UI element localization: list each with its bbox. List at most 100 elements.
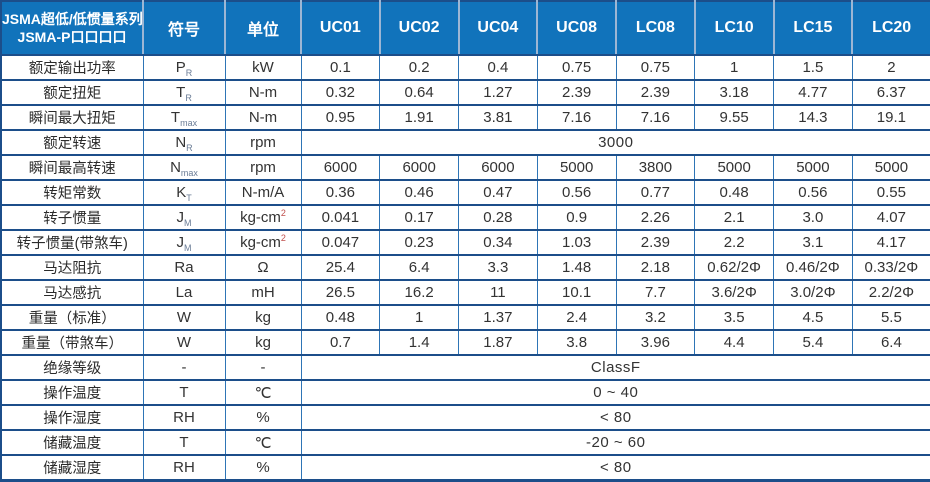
value-cell: 6.37 xyxy=(851,79,930,106)
symbol-main: La xyxy=(175,284,193,301)
value-cell: 25.4 xyxy=(300,254,381,281)
unit-main: ℃ xyxy=(254,434,272,452)
unit-main: N-m/A xyxy=(241,184,285,201)
value-cell: 0.36 xyxy=(300,179,381,206)
value-cell: 0.75 xyxy=(615,54,696,81)
value-cell: 6.4 xyxy=(851,329,930,356)
value-cell: 2.2/2Φ xyxy=(851,279,930,306)
symbol-cell: JM xyxy=(142,229,226,256)
value-cell: 0.047 xyxy=(300,229,381,256)
spec-label: 额定转速 xyxy=(0,129,144,156)
table-row: 额定输出功率 PR kW 0.1 0.2 0.4 0.75 0.75 1 1.5 2 xyxy=(0,54,930,81)
span-value-cell: -20 ~ 60 xyxy=(300,429,930,456)
value-cell: 11 xyxy=(458,279,538,306)
spec-label: 操作湿度 xyxy=(0,404,144,431)
value-cell: 0.34 xyxy=(458,229,538,256)
value-cell: 0.48 xyxy=(300,304,381,331)
symbol-cell: JM xyxy=(142,204,226,231)
value-cell: 0.48 xyxy=(694,179,774,206)
value-cell: 1.03 xyxy=(536,229,617,256)
value-cell: 5000 xyxy=(773,154,853,181)
value-cell: 3.0/2Φ xyxy=(773,279,853,306)
series-title-line2: JSMA-P口口口口 xyxy=(17,29,127,45)
symbol-main: T xyxy=(179,434,189,451)
symbol-main: N xyxy=(175,134,187,151)
value-cell: 3.3 xyxy=(458,254,538,281)
value-cell: 3.6/2Φ xyxy=(694,279,774,306)
unit-cell: kg xyxy=(224,304,302,331)
spec-label: 转子惯量(带煞车) xyxy=(0,229,144,256)
value-cell: 5000 xyxy=(536,154,617,181)
symbol-main: W xyxy=(176,309,192,326)
symbol-cell: Nmax xyxy=(142,154,226,181)
unit-cell: Ω xyxy=(224,254,302,281)
unit-superscript: 2 xyxy=(280,233,286,243)
table-row: 瞬间最高转速 Nmax rpm 6000 6000 6000 5000 3800 5000 500… xyxy=(0,154,930,181)
value-cell: 2.2 xyxy=(694,229,774,256)
value-cell: 3.8 xyxy=(536,329,617,356)
symbol-cell: T xyxy=(142,429,226,456)
table-row: 瞬间最大扭矩 Tmax N-m 0.95 1.91 3.81 7.16 7.16 9.55 14.… xyxy=(0,104,930,131)
series-title: JSMA超低/低惯量系列 JSMA-P口口口口 xyxy=(0,1,143,56)
unit-main: rpm xyxy=(250,159,276,176)
symbol-subscript: M xyxy=(184,218,192,228)
span-value-cell: ClassF xyxy=(300,354,930,381)
symbol-main: J xyxy=(176,234,185,251)
value-cell: 7.16 xyxy=(615,104,696,131)
value-cell: 6000 xyxy=(300,154,381,181)
value-cell: 0.55 xyxy=(851,179,930,206)
value-cell: 5.5 xyxy=(851,304,930,331)
spec-label: 额定输出功率 xyxy=(0,54,144,81)
unit-cell: rpm xyxy=(224,129,302,156)
value-cell: 0.2 xyxy=(379,54,459,81)
model-column-header: UC02 xyxy=(378,1,459,56)
unit-main: kW xyxy=(252,59,274,76)
table-row: 操作温度 T ℃ 0 ~ 40 xyxy=(0,379,930,406)
unit-main: kg xyxy=(255,334,271,351)
symbol-cell: W xyxy=(142,329,226,356)
value-cell: 2.18 xyxy=(615,254,696,281)
value-cell: 3.18 xyxy=(694,79,774,106)
symbol-column-header: 符号 xyxy=(142,1,225,56)
value-cell: 2.4 xyxy=(536,304,617,331)
value-cell: 0.23 xyxy=(379,229,459,256)
symbol-main: K xyxy=(176,184,187,201)
value-cell: 16.2 xyxy=(379,279,459,306)
table-row: 操作湿度 RH% < 80 xyxy=(0,404,930,431)
symbol-subscript: max xyxy=(180,168,198,178)
value-cell: 1.91 xyxy=(379,104,459,131)
value-cell: 0.4 xyxy=(458,54,538,81)
span-value-cell: 3000 xyxy=(300,129,930,156)
value-cell: 0.7 xyxy=(300,329,381,356)
value-cell: 0.64 xyxy=(379,79,459,106)
table-row: 储藏温度 T ℃ -20 ~ 60 xyxy=(0,429,930,456)
value-cell: 0.95 xyxy=(300,104,381,131)
value-cell: 0.62/2Φ xyxy=(694,254,774,281)
value-cell: 0.77 xyxy=(615,179,696,206)
spec-label: 绝缘等级 xyxy=(0,354,144,381)
value-cell: 5000 xyxy=(851,154,930,181)
spec-label: 储藏温度 xyxy=(0,429,144,456)
value-cell: 3.1 xyxy=(773,229,853,256)
unit-main: ℃ xyxy=(254,384,272,402)
value-cell: 5.4 xyxy=(773,329,853,356)
value-cell: 1.5 xyxy=(773,54,853,81)
value-cell: 14.3 xyxy=(773,104,853,131)
unit-column-header: 单位 xyxy=(224,1,301,56)
value-cell: 2.39 xyxy=(615,229,696,256)
value-cell: 2.1 xyxy=(694,204,774,231)
spec-label: 重量（标准） xyxy=(0,304,144,331)
symbol-main: - xyxy=(181,359,187,376)
symbol-cell: W xyxy=(142,304,226,331)
span-value-cell: < 80 xyxy=(300,404,930,431)
unit-main: N-m xyxy=(248,109,278,126)
unit-cell: N-m/A xyxy=(224,179,302,206)
unit-main: kg-cm xyxy=(240,209,281,226)
spec-label: 转矩常数 xyxy=(0,179,144,206)
model-column-header: LC08 xyxy=(615,1,695,56)
value-cell: 1 xyxy=(694,54,774,81)
spec-label: 转子惯量 xyxy=(0,204,144,231)
value-cell: 6.4 xyxy=(379,254,459,281)
